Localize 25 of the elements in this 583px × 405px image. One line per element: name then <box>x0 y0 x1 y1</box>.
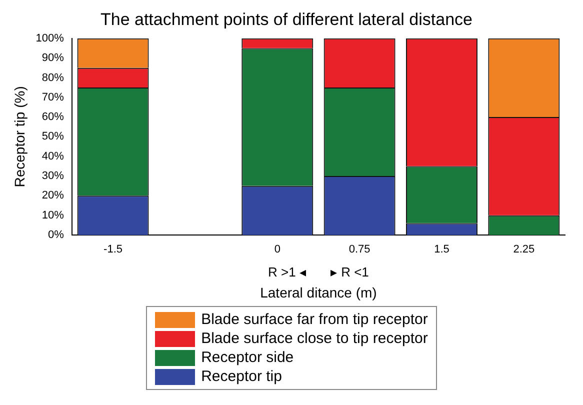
legend-label: Blade surface close to tip receptor <box>201 329 428 348</box>
legend-label: Receptor side <box>201 348 294 367</box>
legend-label: Receptor tip <box>201 367 282 386</box>
x-tick-label: -1.5 <box>104 244 123 256</box>
y-tick-label: 100% <box>36 32 64 44</box>
y-axis-title: Receptor tip (%) <box>11 86 28 188</box>
chart-title: The attachment points of different lateral distance <box>100 10 473 29</box>
x-tick-label: 2.25 <box>513 244 535 256</box>
y-tick-label: 70% <box>42 91 64 104</box>
x-tick-label: 0.75 <box>348 244 370 256</box>
x-tick-label: 0 <box>274 244 280 256</box>
y-tick-label: 10% <box>42 209 64 222</box>
text: R >1 ◂ <box>268 264 306 280</box>
y-tick-label: 40% <box>42 150 64 162</box>
y-tick-label: 50% <box>42 130 64 143</box>
y-tick-label: 20% <box>42 190 64 202</box>
y-tick-label: 60% <box>42 111 64 124</box>
y-tick-label: 0% <box>48 229 64 242</box>
y-tick-label: 90% <box>42 52 64 64</box>
x-axis-title: Lateral ditance (m) <box>260 284 377 300</box>
y-tick-label: 80% <box>42 72 64 84</box>
legend-label: Blade surface far from tip receptor <box>201 310 428 329</box>
text: ▸ R <1 <box>330 264 369 280</box>
x-tick-label: 1.5 <box>434 244 450 256</box>
y-tick-label: 30% <box>42 170 64 182</box>
